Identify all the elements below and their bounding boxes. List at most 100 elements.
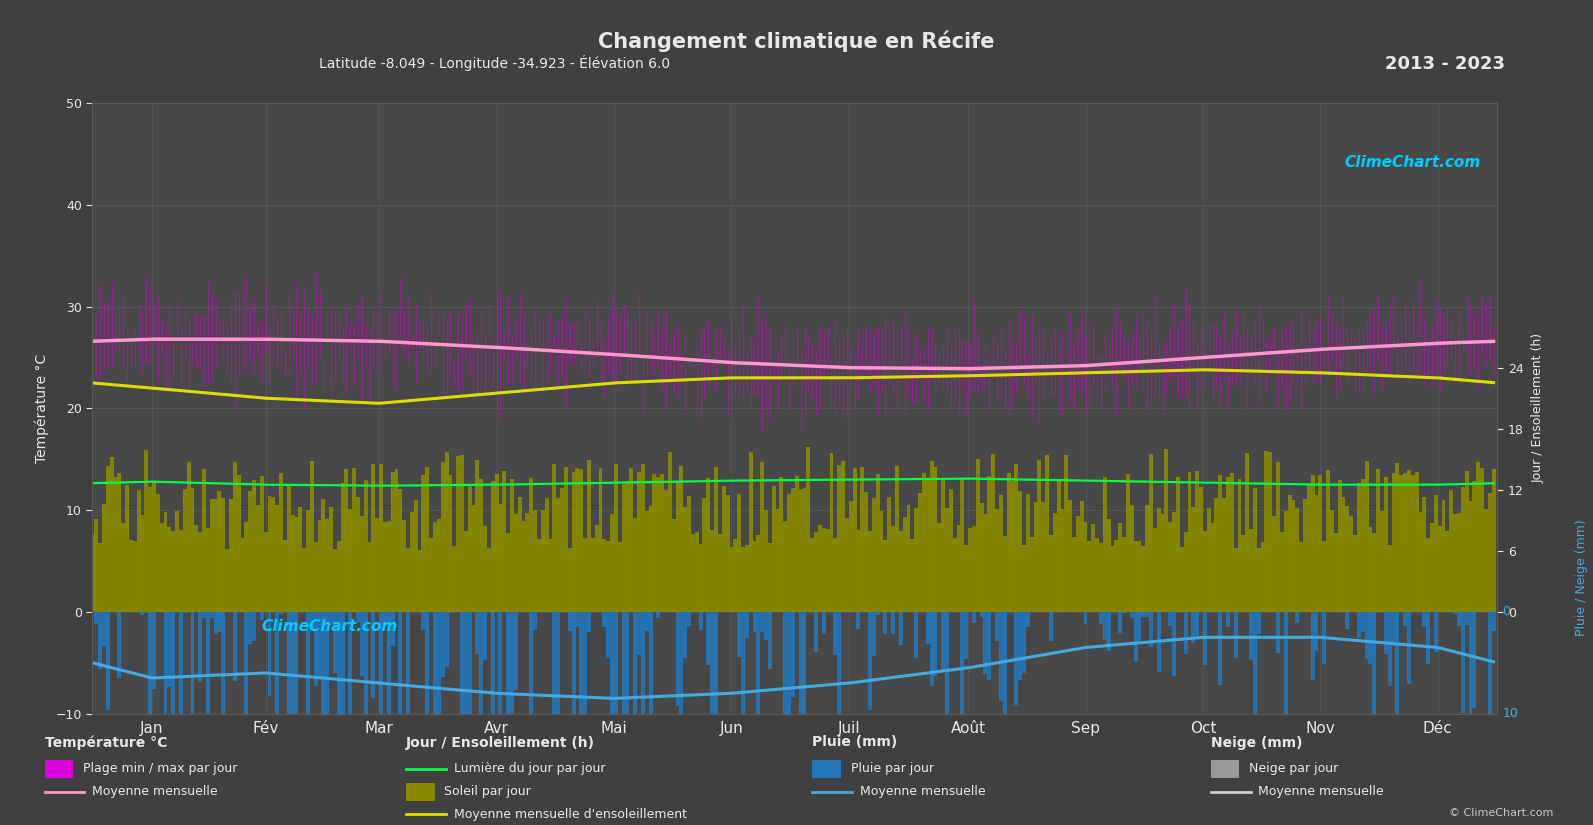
Bar — [1284, 511, 1287, 612]
Bar — [1026, 612, 1029, 627]
Bar — [330, 507, 333, 612]
Bar — [1195, 612, 1200, 636]
Bar — [1295, 612, 1300, 623]
Bar — [1491, 612, 1496, 630]
Bar — [1442, 500, 1445, 612]
Bar — [656, 612, 660, 618]
Bar — [1450, 490, 1453, 612]
Bar — [648, 612, 653, 825]
Bar — [1372, 533, 1376, 612]
Bar — [1423, 497, 1426, 612]
Bar — [844, 518, 849, 612]
Bar — [664, 490, 667, 612]
Bar — [1365, 461, 1368, 612]
Bar — [390, 612, 395, 646]
Bar — [534, 612, 537, 630]
Bar — [244, 612, 249, 725]
Bar — [733, 539, 738, 612]
Bar — [1254, 612, 1257, 724]
Bar — [126, 485, 129, 612]
Bar — [1491, 469, 1496, 612]
Text: Neige par jour: Neige par jour — [1249, 762, 1338, 776]
Text: Latitude -8.049 - Longitude -34.923 - Élévation 6.0: Latitude -8.049 - Longitude -34.923 - Él… — [319, 55, 669, 71]
Bar — [422, 612, 425, 630]
Bar — [937, 523, 941, 612]
Bar — [645, 612, 648, 630]
Bar — [822, 612, 825, 634]
Bar — [1010, 482, 1015, 612]
Bar — [1129, 505, 1134, 612]
Bar — [210, 499, 213, 612]
Bar — [964, 544, 969, 612]
Bar — [1399, 475, 1403, 612]
Bar — [333, 612, 336, 673]
Bar — [390, 472, 395, 612]
Bar — [871, 612, 876, 657]
Bar — [1438, 526, 1442, 612]
Bar — [898, 531, 903, 612]
Bar — [537, 540, 542, 612]
Bar — [191, 488, 194, 612]
Bar — [510, 479, 515, 612]
Bar — [972, 612, 977, 624]
Bar — [167, 612, 172, 687]
Bar — [1149, 612, 1153, 648]
Bar — [561, 488, 564, 612]
Bar — [632, 612, 637, 825]
Bar — [387, 612, 390, 719]
Bar — [422, 474, 425, 612]
Bar — [221, 612, 225, 714]
Bar — [436, 519, 441, 612]
Bar — [1195, 471, 1200, 612]
Bar — [1145, 612, 1149, 616]
Bar — [1480, 468, 1485, 612]
Bar — [757, 612, 760, 727]
Bar — [610, 612, 613, 766]
Bar — [1187, 472, 1192, 612]
Bar — [1219, 475, 1222, 612]
Bar — [145, 450, 148, 612]
Bar — [926, 612, 930, 644]
Bar — [175, 511, 178, 612]
Bar — [382, 612, 387, 626]
Bar — [499, 612, 502, 825]
Bar — [1365, 612, 1368, 659]
Bar — [507, 612, 510, 714]
Bar — [1088, 540, 1091, 612]
Text: Pluie / Neige (mm): Pluie / Neige (mm) — [1575, 519, 1588, 636]
Bar — [306, 511, 311, 612]
Bar — [502, 471, 507, 612]
Bar — [1172, 612, 1176, 676]
Bar — [1094, 538, 1099, 612]
Bar — [1053, 513, 1056, 612]
Bar — [349, 612, 352, 825]
Bar — [1265, 451, 1268, 612]
Bar — [1029, 537, 1034, 612]
Bar — [510, 612, 515, 786]
Bar — [1488, 612, 1491, 790]
Bar — [1184, 532, 1188, 612]
Bar — [860, 467, 865, 612]
Bar — [436, 612, 441, 732]
Bar — [833, 538, 838, 612]
Bar — [1203, 612, 1207, 665]
Bar — [945, 508, 949, 612]
Bar — [771, 486, 776, 612]
Bar — [1260, 543, 1265, 612]
Bar — [1048, 612, 1053, 641]
Bar — [757, 535, 760, 612]
Bar — [926, 479, 930, 612]
Bar — [868, 612, 871, 710]
Bar — [898, 612, 903, 645]
Bar — [1257, 549, 1260, 612]
Bar — [1129, 612, 1134, 618]
Bar — [1314, 612, 1319, 651]
Bar — [515, 514, 518, 612]
Bar — [1268, 452, 1273, 612]
Bar — [903, 516, 906, 612]
Bar — [268, 612, 271, 696]
Bar — [949, 489, 953, 612]
Bar — [895, 466, 898, 612]
Bar — [118, 612, 121, 677]
Bar — [964, 612, 969, 659]
